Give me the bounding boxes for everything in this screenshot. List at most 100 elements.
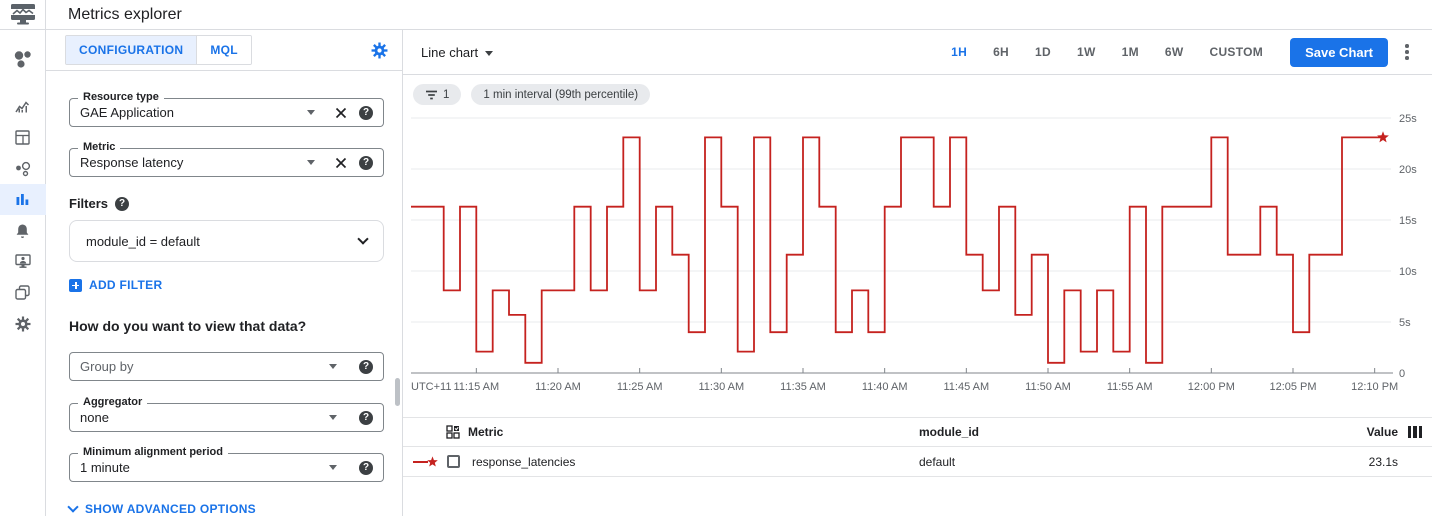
legend-table-header: Metric module_id Value: [403, 417, 1432, 447]
chevron-down-icon: [357, 233, 369, 245]
range-button-1h[interactable]: 1H: [951, 45, 968, 59]
resource-type-field[interactable]: Resource type GAE Application ?: [69, 91, 384, 127]
uptime-monitor-icon: [14, 254, 31, 268]
show-advanced-options-label: SHOW ADVANCED OPTIONS: [85, 502, 256, 516]
range-button-6w[interactable]: 6W: [1164, 45, 1184, 59]
help-icon[interactable]: ?: [359, 359, 373, 374]
filters-heading-row: Filters ?: [69, 196, 384, 211]
metric-field[interactable]: Metric Response latency ?: [69, 141, 384, 177]
config-scrollbar-thumb[interactable]: [395, 378, 400, 406]
svg-text:11:55 AM: 11:55 AM: [1107, 381, 1153, 393]
filter-chip-expander[interactable]: module_id = default: [69, 220, 384, 262]
product-logo[interactable]: [0, 0, 46, 29]
top-app-bar: Metrics explorer: [0, 0, 1432, 30]
sidebar-item-dashboards[interactable]: [0, 122, 46, 153]
dropdown-caret-icon[interactable]: [307, 110, 315, 115]
range-button-1d[interactable]: 1D: [1035, 45, 1051, 59]
range-button-1w[interactable]: 1W: [1076, 45, 1096, 59]
table-row[interactable]: response_latencies default 23.1s: [403, 447, 1432, 477]
show-advanced-options-button[interactable]: SHOW ADVANCED OPTIONS: [67, 501, 384, 516]
legend-table: Metric module_id Value: [403, 417, 1432, 477]
clear-icon[interactable]: [335, 157, 347, 169]
svg-text:11:35 AM: 11:35 AM: [780, 381, 826, 393]
chevron-down-icon: [67, 501, 79, 513]
dropdown-caret-icon[interactable]: [329, 465, 337, 470]
services-icon: [15, 161, 30, 176]
svg-text:12:05 PM: 12:05 PM: [1269, 381, 1316, 393]
add-filter-button[interactable]: ADD FILTER: [69, 278, 384, 292]
aggregator-value: none: [80, 410, 109, 425]
line-chart[interactable]: 25s 20s 15s 10s 5s 0 UTC+11 11:15 AM 11:20 AM 11:…: [403, 105, 1432, 401]
sidebar-item-metrics[interactable]: [0, 91, 46, 122]
monitoring-logo-icon: [10, 3, 35, 24]
aggregator-field[interactable]: Aggregator none ?: [69, 396, 384, 432]
metric-value: Response latency: [80, 155, 184, 170]
sidebar-item-monitoring-overview[interactable]: [0, 44, 46, 75]
chips-row: 1 1 min interval (99th percentile): [403, 75, 1432, 105]
tab-mql[interactable]: MQL: [196, 36, 251, 64]
range-button-custom[interactable]: CUSTOM: [1209, 45, 1264, 59]
bar-chart-icon: [16, 194, 29, 205]
svg-text:11:30 AM: 11:30 AM: [698, 381, 744, 393]
chart-type-dropdown[interactable]: Line chart: [421, 44, 494, 60]
row-value: 23.1s: [1368, 454, 1398, 469]
resource-type-value: GAE Application: [80, 105, 174, 120]
metric-label: Metric: [78, 141, 121, 153]
sidebar-item-metrics-explorer[interactable]: [0, 184, 46, 215]
filter-list-icon: [426, 90, 437, 99]
add-filter-label: ADD FILTER: [89, 278, 163, 292]
view-data-question: How do you want to view that data?: [69, 318, 307, 334]
column-header-module-id[interactable]: module_id: [919, 425, 980, 439]
filter-count: 1: [443, 88, 450, 101]
interval-chip[interactable]: 1 min interval (99th percentile): [471, 84, 651, 105]
sidebar-item-groups[interactable]: [0, 277, 46, 308]
sidebar-item-services[interactable]: [0, 153, 46, 184]
dropdown-caret-icon[interactable]: [307, 160, 315, 165]
save-chart-button[interactable]: Save Chart: [1290, 37, 1388, 67]
chart-settings-gear-icon[interactable]: [371, 42, 388, 59]
column-header-metric[interactable]: Metric: [468, 425, 504, 439]
dropdown-caret-icon[interactable]: [329, 364, 337, 369]
range-button-6h[interactable]: 6H: [993, 45, 1010, 59]
add-box-icon: [69, 278, 82, 292]
svg-text:25s: 25s: [1399, 113, 1417, 125]
row-checkbox[interactable]: [447, 455, 460, 468]
column-settings-icon[interactable]: [1407, 426, 1423, 438]
row-metric-name: response_latencies: [472, 454, 576, 469]
sidebar-item-uptime-checks[interactable]: [0, 246, 46, 277]
help-icon[interactable]: ?: [359, 460, 373, 475]
config-tabs-row: CONFIGURATION MQL: [46, 30, 402, 71]
svg-text:11:50 AM: 11:50 AM: [1025, 381, 1071, 393]
group-by-field[interactable]: Group by ?: [69, 352, 384, 381]
tab-configuration[interactable]: CONFIGURATION: [66, 36, 197, 64]
toggle-series-icon[interactable]: [446, 425, 460, 439]
alignment-period-value: 1 minute: [80, 460, 130, 475]
left-nav-rail: [0, 30, 46, 516]
clear-icon[interactable]: [335, 107, 347, 119]
resource-type-label: Resource type: [78, 91, 164, 103]
more-options-kebab-icon[interactable]: [1392, 38, 1422, 66]
help-icon[interactable]: ?: [359, 155, 373, 170]
filter-count-chip[interactable]: 1: [413, 84, 462, 105]
help-icon[interactable]: ?: [359, 410, 373, 425]
svg-text:11:45 AM: 11:45 AM: [943, 381, 989, 393]
svg-text:12:00 PM: 12:00 PM: [1188, 381, 1235, 393]
sidebar-item-settings[interactable]: [0, 308, 46, 339]
page-title: Metrics explorer: [68, 5, 182, 23]
range-button-1m[interactable]: 1M: [1121, 45, 1139, 59]
groups-icon: [15, 285, 30, 300]
column-header-value[interactable]: Value: [1366, 425, 1398, 439]
line-chart-svg: 25s 20s 15s 10s 5s 0 UTC+11 11:15 AM 11:20 AM 11:…: [411, 113, 1417, 393]
sidebar-item-alerting[interactable]: [0, 215, 46, 246]
chart-header: Line chart 1H 6H 1D 1W 1M 6W CUSTOM Save…: [403, 30, 1432, 75]
dropdown-caret-icon[interactable]: [329, 415, 337, 420]
alignment-period-field[interactable]: Minimum alignment period 1 minute ?: [69, 446, 384, 482]
filters-help-icon[interactable]: ?: [115, 196, 130, 211]
config-scroll-area: Resource type GAE Application ? Metric R…: [46, 71, 402, 516]
help-icon[interactable]: ?: [359, 105, 373, 120]
svg-text:5s: 5s: [1399, 317, 1411, 329]
configuration-panel: CONFIGURATION MQL Resource type GAE Appl…: [46, 30, 402, 516]
settings-gear-icon: [15, 316, 30, 331]
chart-type-label: Line chart: [421, 44, 479, 60]
bell-icon: [16, 224, 29, 238]
